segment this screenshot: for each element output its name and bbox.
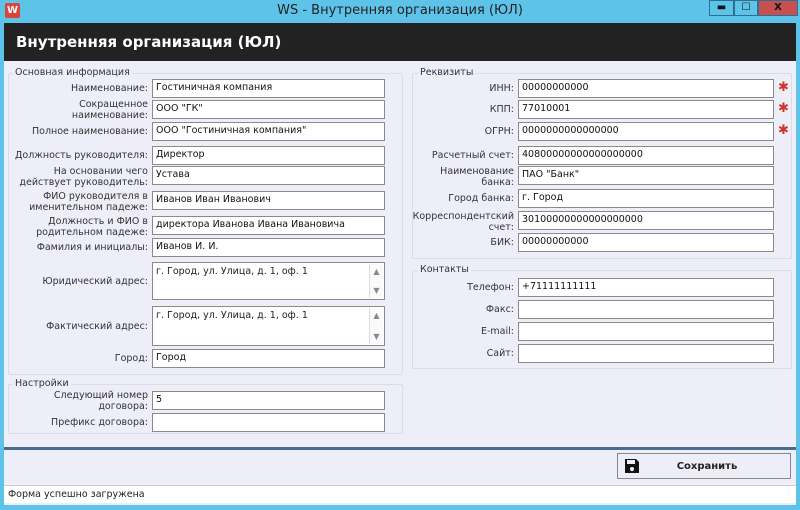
text-input[interactable]: Иванов Иван Иванович: [152, 191, 385, 210]
text-input[interactable]: +71111111111: [518, 278, 774, 297]
field-label: Сайт:: [486, 348, 514, 359]
text-input[interactable]: 40800000000000000000: [518, 146, 774, 165]
page-title: Внутренняя организация (ЮЛ): [16, 33, 282, 51]
text-input[interactable]: директора Иванова Ивана Ивановича: [152, 216, 385, 235]
field-label: Фамилия и инициалы:: [36, 242, 148, 253]
field-label: Должность руководителя:: [15, 150, 148, 161]
field-label: БИК:: [490, 237, 514, 248]
field-label: Должность и ФИО в родительном падеже:: [36, 216, 148, 238]
text-input[interactable]: 77010001: [518, 100, 774, 119]
scroll-up-icon[interactable]: ▲: [373, 311, 380, 320]
text-input[interactable]: 0000000000000000: [518, 122, 774, 141]
text-input[interactable]: ООО "ГК": [152, 100, 385, 119]
text-input[interactable]: [518, 322, 774, 341]
form-header: Внутренняя организация (ЮЛ): [4, 23, 796, 61]
app-icon: W: [5, 3, 20, 18]
settings-group: [8, 384, 403, 434]
required-icon: ✱: [778, 101, 789, 116]
text-input[interactable]: Директор: [152, 146, 385, 165]
text-input[interactable]: 30100000000000000000: [518, 211, 774, 230]
address-textarea[interactable]: г. Город, ул. Улица, д. 1, оф. 1 ▲ ▼: [152, 262, 385, 300]
field-label: На основании чего действует руководитель…: [19, 166, 148, 188]
text-input[interactable]: 00000000000: [518, 79, 774, 98]
textarea-scrollbar[interactable]: ▲ ▼: [369, 264, 383, 298]
text-input[interactable]: ПАО "Банк": [518, 166, 774, 185]
text-input[interactable]: Город: [152, 349, 385, 368]
field-label: КПП:: [489, 104, 514, 115]
field-label: Факс:: [485, 304, 514, 315]
text-input[interactable]: 5: [152, 391, 385, 410]
text-input[interactable]: Иванов И. И.: [152, 238, 385, 257]
field-label: ИНН:: [489, 83, 514, 94]
separator: [4, 447, 796, 450]
address-textarea[interactable]: г. Город, ул. Улица, д. 1, оф. 1 ▲ ▼: [152, 306, 385, 346]
field-label: ОГРН:: [484, 126, 514, 137]
required-icon: ✱: [778, 123, 789, 138]
field-label: Город банка:: [448, 193, 514, 204]
required-icon: ✱: [778, 80, 789, 95]
save-button[interactable]: Сохранить: [617, 453, 791, 479]
settings-title: Настройки: [13, 378, 71, 389]
field-label: Город:: [114, 353, 148, 364]
minimize-button[interactable]: ▬: [709, 0, 734, 16]
field-label: Фактический адрес:: [46, 320, 148, 332]
window-title: WS - Внутренняя организация (ЮЛ): [277, 3, 523, 18]
scroll-down-icon[interactable]: ▼: [373, 286, 380, 295]
title-bar: W WS - Внутренняя организация (ЮЛ) ▬ ☐ X: [0, 0, 800, 22]
field-label: Следующий номер договора:: [53, 389, 148, 412]
scroll-up-icon[interactable]: ▲: [373, 267, 380, 276]
contacts-title: Контакты: [418, 264, 471, 275]
text-input[interactable]: [518, 300, 774, 319]
main-info-group: [8, 73, 403, 375]
field-label: Префикс договора:: [51, 417, 148, 428]
contacts-group: [412, 270, 792, 369]
field-label: Наименование:: [70, 83, 148, 94]
field-label: Корреспондентский счет:: [412, 211, 514, 233]
textarea-scrollbar[interactable]: ▲ ▼: [369, 308, 383, 344]
field-label: Сокращенное наименование:: [71, 98, 148, 121]
main-info-title: Основная информация: [13, 67, 132, 78]
maximize-button[interactable]: ☐: [734, 0, 758, 16]
save-label: Сохранить: [676, 460, 738, 472]
status-bar: Форма успешно загружена: [4, 485, 796, 503]
text-input[interactable]: г. Город: [518, 189, 774, 208]
requisites-title: Реквизиты: [418, 67, 476, 78]
requisites-group: [412, 73, 792, 259]
text-input[interactable]: Гостиничная компания: [152, 79, 385, 98]
text-input[interactable]: [152, 413, 385, 432]
field-label: Наименование банка:: [440, 166, 514, 188]
floppy-disk-icon: [625, 459, 639, 473]
field-label: Юридический адрес:: [42, 275, 148, 287]
close-button[interactable]: X: [758, 0, 798, 16]
text-input[interactable]: ООО "Гостиничная компания": [152, 122, 385, 141]
field-label: E-mail:: [481, 326, 514, 337]
text-input[interactable]: 00000000000: [518, 233, 774, 252]
field-label: ФИО руководителя в именительном падеже:: [29, 191, 148, 213]
field-label: Полное наименование:: [31, 126, 148, 137]
text-input[interactable]: [518, 344, 774, 363]
field-label: Расчетный счет:: [431, 150, 514, 161]
scroll-down-icon[interactable]: ▼: [373, 332, 380, 341]
field-label: Телефон:: [467, 282, 514, 293]
text-input[interactable]: Устава: [152, 166, 385, 185]
